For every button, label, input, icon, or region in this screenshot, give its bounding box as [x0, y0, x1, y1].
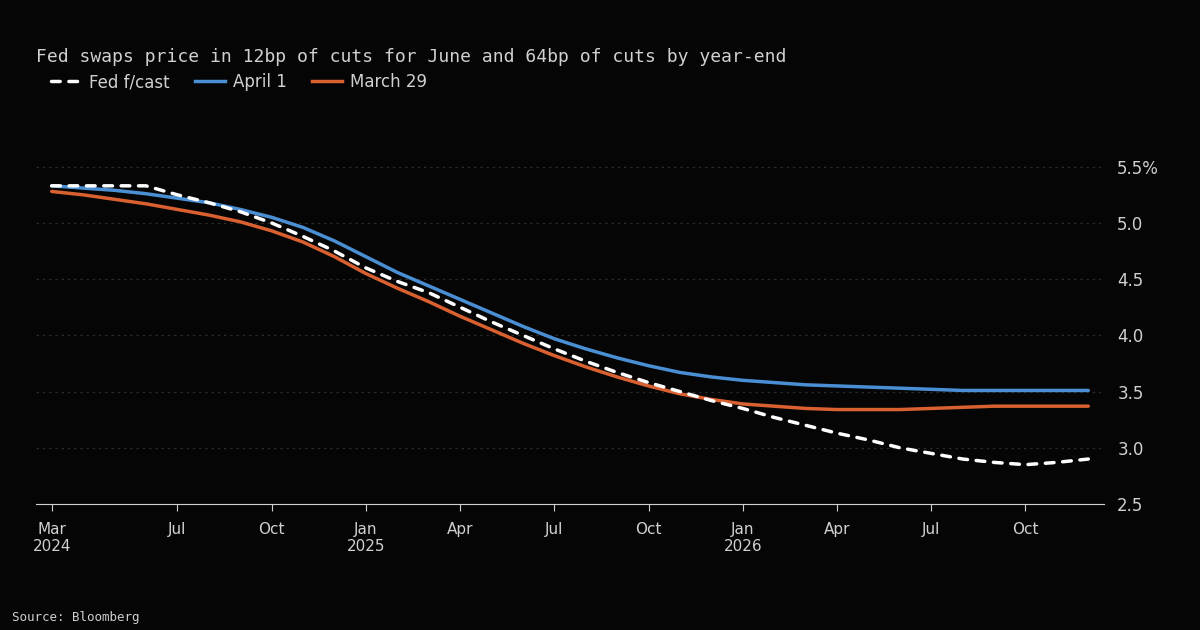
Text: Fed swaps price in 12bp of cuts for June and 64bp of cuts by year-end: Fed swaps price in 12bp of cuts for June…: [36, 49, 786, 66]
Text: Source: Bloomberg: Source: Bloomberg: [12, 610, 139, 624]
Legend: Fed f/cast, April 1, March 29: Fed f/cast, April 1, March 29: [44, 67, 434, 98]
